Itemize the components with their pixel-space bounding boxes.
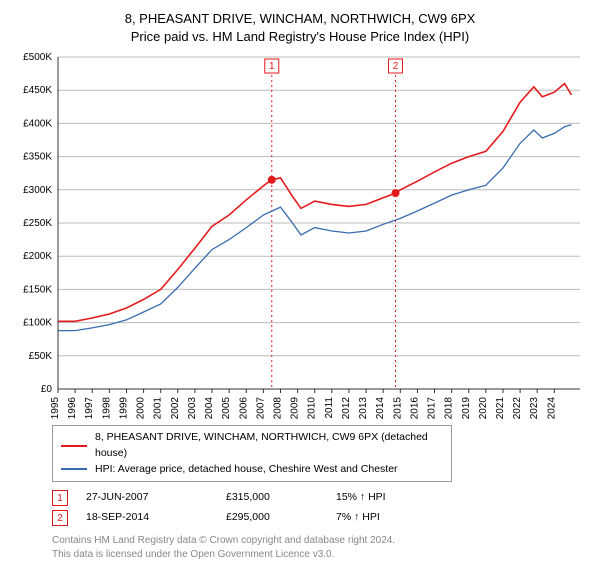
svg-text:2011: 2011 — [324, 397, 335, 419]
sale-date: 18-SEP-2014 — [86, 508, 226, 528]
svg-text:2018: 2018 — [444, 397, 455, 420]
sale-row: 2 18-SEP-2014 £295,000 7% ↑ HPI — [52, 508, 586, 528]
svg-text:2014: 2014 — [375, 397, 386, 420]
sale-events: 1 27-JUN-2007 £315,000 15% ↑ HPI 2 18-SE… — [52, 488, 586, 528]
svg-text:1995: 1995 — [50, 397, 61, 420]
svg-text:2000: 2000 — [136, 397, 147, 420]
svg-text:£500K: £500K — [23, 52, 52, 63]
sale-date: 27-JUN-2007 — [86, 488, 226, 508]
svg-text:2: 2 — [393, 61, 399, 72]
svg-text:2012: 2012 — [341, 397, 352, 420]
svg-text:1997: 1997 — [84, 397, 95, 420]
svg-text:2007: 2007 — [255, 397, 266, 420]
legend-label: 8, PHEASANT DRIVE, WINCHAM, NORTHWICH, C… — [95, 430, 443, 462]
svg-text:£150K: £150K — [23, 284, 52, 295]
svg-text:£0: £0 — [41, 384, 53, 395]
legend-swatch-red — [61, 445, 87, 447]
footnote: Contains HM Land Registry data © Crown c… — [52, 534, 586, 561]
svg-text:£50K: £50K — [29, 351, 53, 362]
svg-text:2003: 2003 — [187, 397, 198, 420]
svg-text:£350K: £350K — [23, 152, 52, 163]
legend-row: 8, PHEASANT DRIVE, WINCHAM, NORTHWICH, C… — [61, 430, 443, 462]
svg-text:2010: 2010 — [307, 397, 318, 420]
price-chart-container: 8, PHEASANT DRIVE, WINCHAM, NORTHWICH, C… — [0, 0, 600, 567]
svg-text:£200K: £200K — [23, 251, 52, 262]
footnote-line: Contains HM Land Registry data © Crown c… — [52, 535, 395, 546]
svg-text:2022: 2022 — [512, 397, 523, 420]
svg-text:2021: 2021 — [495, 397, 506, 420]
svg-text:£450K: £450K — [23, 85, 52, 96]
legend-swatch-blue — [61, 468, 87, 470]
svg-text:2020: 2020 — [478, 397, 489, 420]
svg-text:2023: 2023 — [529, 397, 540, 420]
svg-text:2001: 2001 — [153, 397, 164, 420]
line-chart: £0 £50K £100K £150K £200K £250K £300K £350K £400… — [14, 51, 586, 421]
sale-price: £295,000 — [226, 508, 336, 528]
svg-text:2004: 2004 — [204, 397, 215, 420]
svg-text:2008: 2008 — [272, 397, 283, 420]
svg-text:2016: 2016 — [409, 397, 420, 420]
legend: 8, PHEASANT DRIVE, WINCHAM, NORTHWICH, C… — [52, 425, 452, 482]
legend-row: HPI: Average price, detached house, Ches… — [61, 462, 443, 478]
sale-row: 1 27-JUN-2007 £315,000 15% ↑ HPI — [52, 488, 586, 508]
svg-text:1999: 1999 — [118, 397, 129, 420]
title-address: 8, PHEASANT DRIVE, WINCHAM, NORTHWICH, C… — [125, 11, 476, 26]
svg-text:£250K: £250K — [23, 218, 52, 229]
svg-text:2024: 2024 — [546, 397, 557, 420]
svg-text:2019: 2019 — [461, 397, 472, 420]
svg-text:2015: 2015 — [392, 397, 403, 420]
sale-badge: 2 — [52, 510, 68, 526]
svg-text:2006: 2006 — [238, 397, 249, 420]
svg-text:2002: 2002 — [170, 397, 181, 420]
legend-label: HPI: Average price, detached house, Ches… — [95, 462, 398, 478]
svg-text:2013: 2013 — [358, 397, 369, 420]
sale-badge: 1 — [52, 490, 68, 506]
svg-text:1998: 1998 — [101, 397, 112, 420]
svg-text:1: 1 — [269, 61, 275, 72]
svg-text:2017: 2017 — [427, 397, 438, 420]
svg-text:£100K: £100K — [23, 318, 52, 329]
svg-text:2005: 2005 — [221, 397, 232, 420]
svg-text:1996: 1996 — [67, 397, 78, 420]
svg-text:£300K: £300K — [23, 185, 52, 196]
chart-title: 8, PHEASANT DRIVE, WINCHAM, NORTHWICH, C… — [14, 10, 586, 45]
sale-delta: 7% ↑ HPI — [336, 508, 456, 528]
footnote-line: This data is licensed under the Open Gov… — [52, 549, 334, 560]
sale-delta: 15% ↑ HPI — [336, 488, 456, 508]
svg-text:2009: 2009 — [290, 397, 301, 420]
svg-text:£400K: £400K — [23, 118, 52, 129]
sale-price: £315,000 — [226, 488, 336, 508]
title-subtitle: Price paid vs. HM Land Registry's House … — [131, 29, 469, 44]
